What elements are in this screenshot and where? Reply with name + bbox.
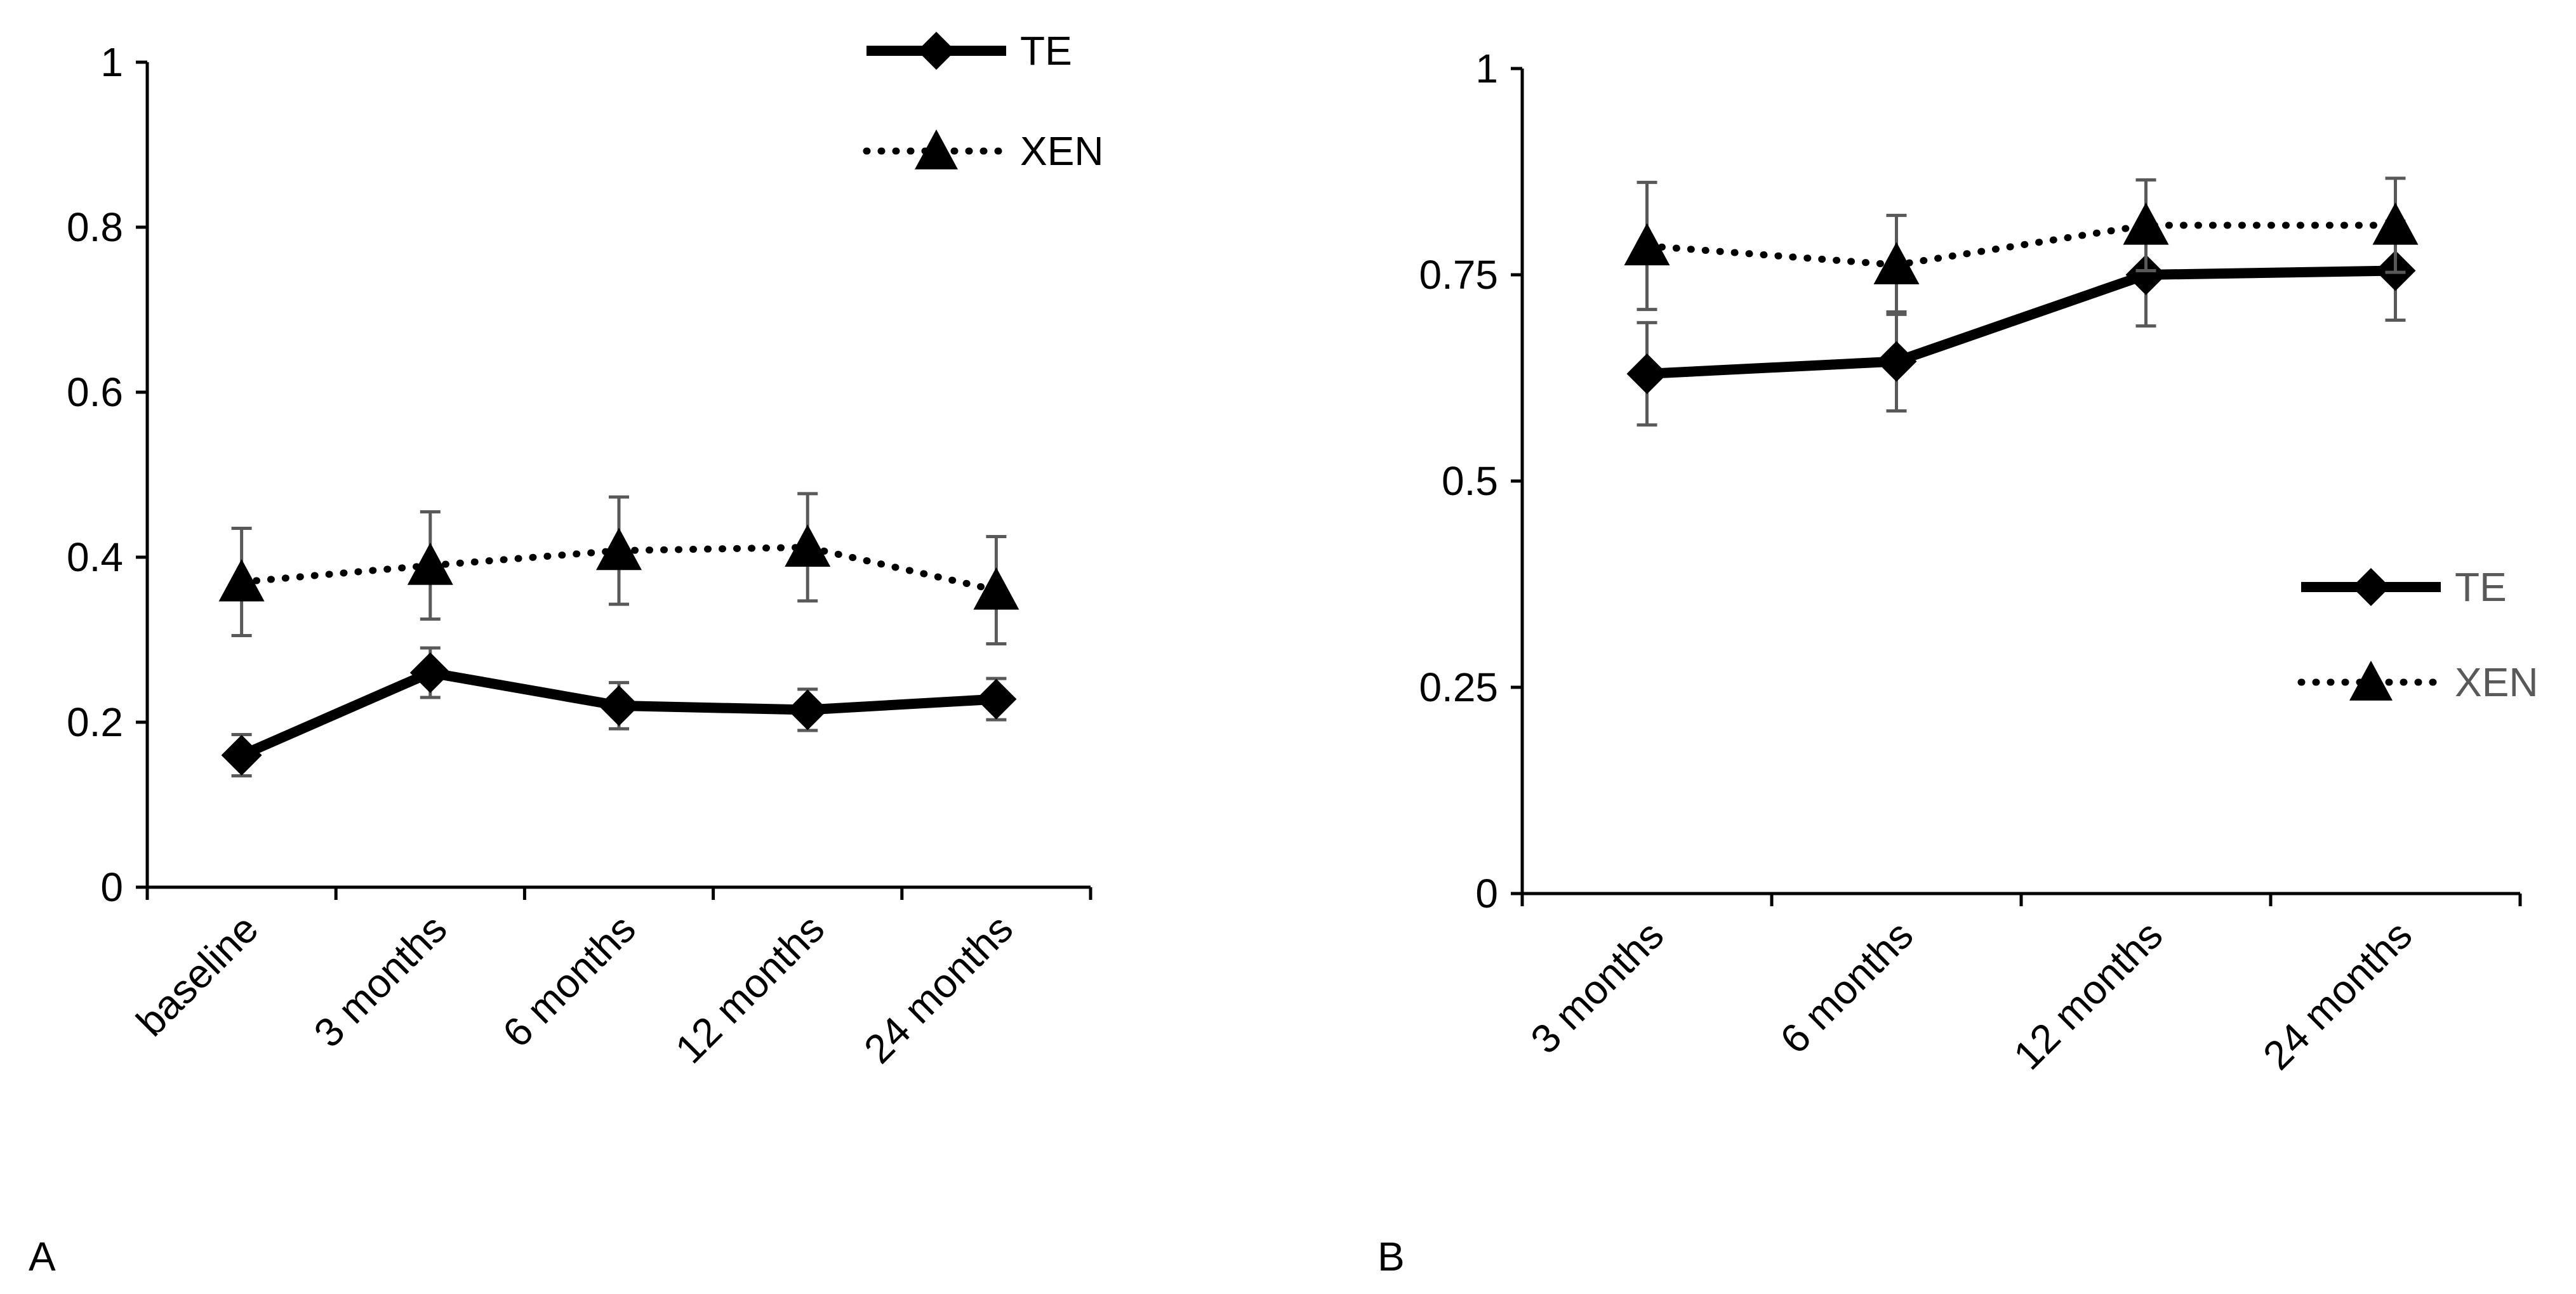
panel-b-y-tick-label: 0 bbox=[1475, 871, 1498, 916]
panel-a-xen-point bbox=[973, 567, 1019, 610]
panel-b-xen-line bbox=[1643, 221, 2399, 268]
panel-a-xen-point bbox=[596, 527, 642, 571]
panel-a-y-tick-label: 0.8 bbox=[67, 204, 123, 250]
panel-b-y-tick-label: 0.25 bbox=[1419, 664, 1498, 710]
panel-b-te-point bbox=[2125, 254, 2167, 295]
panel-b-y-tick-label: 0.75 bbox=[1419, 252, 1498, 298]
panel-b-xen-point bbox=[2372, 202, 2419, 245]
panel-b-te-line bbox=[1647, 265, 2396, 379]
panel-a-y-tick-label: 0.6 bbox=[67, 369, 123, 415]
panel-a-xen-point bbox=[218, 559, 265, 602]
panel-a-legend-xen-label: XEN bbox=[1020, 128, 1104, 174]
panel-b-y-tick-label: 0.5 bbox=[1442, 458, 1498, 504]
panel-label-a: A bbox=[29, 1234, 56, 1279]
panel-b-legend-xen-label: XEN bbox=[2455, 659, 2539, 705]
panel-b-legend-te-marker bbox=[2352, 568, 2390, 606]
panel-a-legend-te-marker bbox=[917, 32, 955, 70]
panel-a-y-tick-label: 0.2 bbox=[67, 699, 123, 745]
panel-a-legend-te-label: TE bbox=[1020, 28, 1072, 74]
panel-a-te-point bbox=[221, 735, 262, 776]
panel-b-xen-point bbox=[1873, 242, 1920, 284]
panel-b-te-point bbox=[1626, 353, 1668, 394]
panel-a-y-tick-label: 0 bbox=[100, 864, 123, 910]
panel-b-legend-te-label: TE bbox=[2455, 564, 2507, 610]
panel-a-te-point bbox=[976, 678, 1017, 720]
panel-a-xen-point bbox=[785, 524, 831, 567]
panel-a-legend-xen-marker bbox=[915, 129, 958, 169]
panel-b-xen-point bbox=[1624, 223, 1670, 266]
panel-a-te-point bbox=[787, 689, 828, 730]
panel-b-y-tick-label: 1 bbox=[1475, 46, 1498, 91]
panel-b-xen-point bbox=[2123, 202, 2169, 245]
panel-a-y-tick-label: 1 bbox=[100, 39, 123, 85]
panel-a-te-point bbox=[599, 685, 639, 726]
panel-label-b: B bbox=[1378, 1234, 1405, 1279]
panel-a-xen-point bbox=[407, 543, 453, 585]
panel-a-y-tick-label: 0.4 bbox=[67, 534, 123, 580]
panel-a-te-point bbox=[409, 652, 451, 693]
panel-b-legend-xen-marker bbox=[2349, 661, 2393, 701]
panel-b-te-point bbox=[1876, 341, 1917, 382]
